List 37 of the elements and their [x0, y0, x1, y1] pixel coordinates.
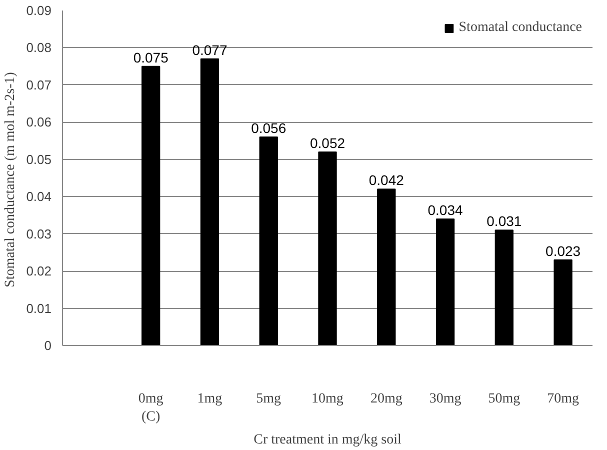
bar: [377, 188, 396, 346]
y-tick-label: 0.06: [26, 114, 52, 130]
x-tick-label: 30mg: [429, 392, 462, 406]
data-label: 0.056: [251, 120, 286, 136]
y-tick-label: 0.08: [26, 40, 52, 56]
x-tick-label: 5mg: [256, 392, 282, 406]
bar: [259, 136, 278, 346]
data-label: 0.077: [192, 42, 228, 58]
bar: [142, 66, 160, 346]
x-tick-label: 10mg: [312, 392, 344, 406]
x-tick-label: 50mg: [488, 392, 520, 406]
y-tick-label: 0.03: [26, 226, 52, 242]
bar: [494, 230, 514, 346]
bar: [200, 58, 220, 346]
data-label: 0.034: [428, 202, 464, 218]
x-tick-label: 70mg: [547, 392, 579, 406]
y-tick-label: 0.07: [26, 77, 52, 92]
y-tick-label: 0.05: [26, 152, 52, 167]
x-tick-label: 0mg (C): [138, 392, 164, 424]
data-label: 0.023: [546, 242, 581, 259]
data-label: 0.052: [310, 134, 346, 151]
x-tick-label: 20mg: [370, 392, 402, 406]
x-tick-label: 1mg: [197, 392, 222, 406]
data-label: 0.031: [486, 213, 522, 230]
x-axis-title: Cr treatment in mg/kg soil: [254, 432, 402, 448]
y-axis-title: Stomatal conductance (m mol m-2s-1): [3, 72, 18, 288]
y-tick-label: 0.09: [26, 3, 52, 18]
bar: [318, 151, 337, 346]
legend-label: Stomatal conductance: [458, 20, 582, 36]
data-label: 0.042: [368, 172, 404, 188]
y-tick-label: 0.01: [26, 300, 52, 316]
y-tick-label: 0.02: [26, 264, 52, 279]
y-tick-label: 0.04: [26, 189, 52, 204]
y-tick-label: 0: [44, 338, 52, 353]
data-label: 0.075: [133, 49, 169, 66]
bar: [436, 218, 455, 346]
bar: [554, 259, 572, 346]
